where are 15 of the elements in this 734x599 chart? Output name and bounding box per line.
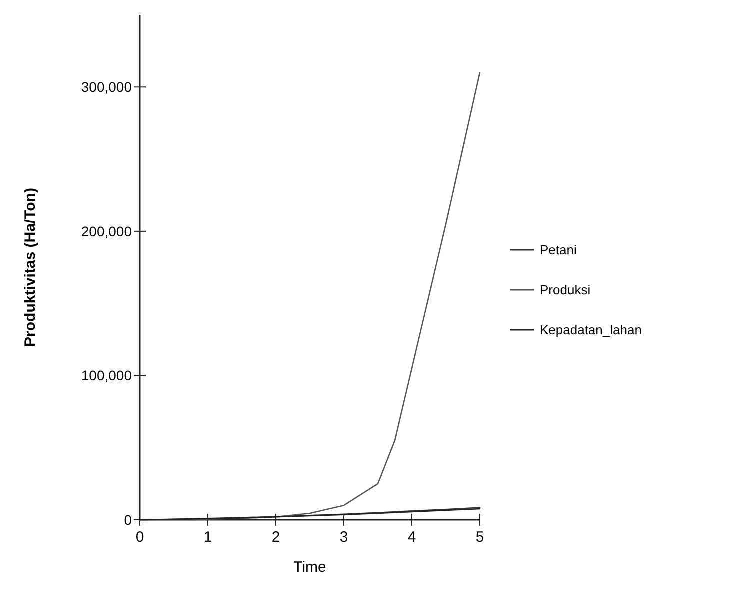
y-tick-label: 100,000 [81,368,132,384]
y-tick-label: 200,000 [81,223,132,240]
x-tick-label: 3 [340,529,348,546]
x-axis-title: Time [294,559,326,576]
y-axis-title: Produktivitas (Ha/Ton) [22,188,39,347]
y-tick-label: 300,000 [81,79,132,96]
legend-label: Kepadatan_lahan [540,322,642,338]
legend-label: Produksi [540,282,591,298]
legend-label: Petani [540,242,577,258]
x-tick-label: 2 [272,529,280,546]
x-tick-label: 4 [408,529,416,546]
x-tick-label: 1 [204,529,212,546]
y-tick-label: 0 [124,512,132,528]
x-tick-label: 0 [136,529,144,546]
x-tick-label: 5 [476,529,484,546]
